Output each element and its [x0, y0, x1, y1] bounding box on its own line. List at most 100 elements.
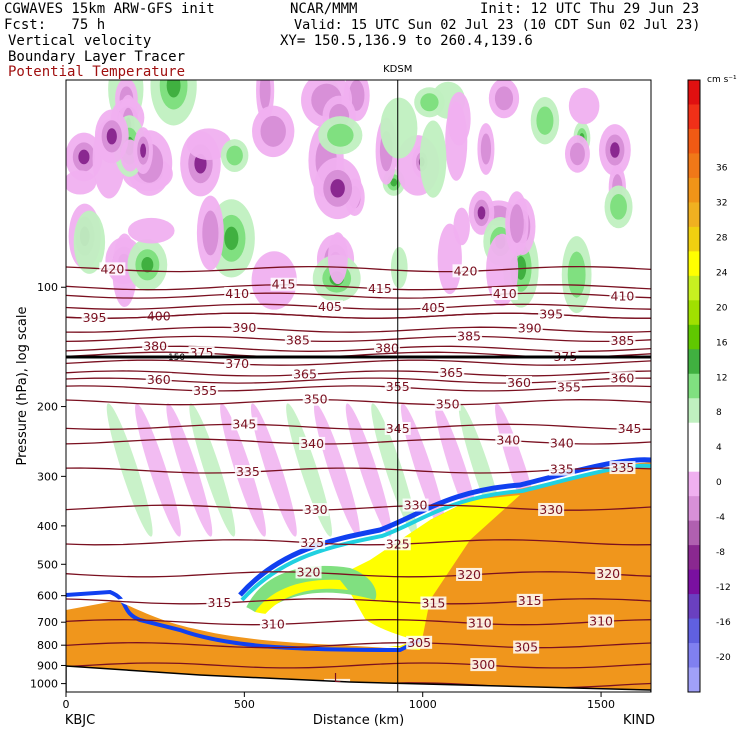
theta-label-bg — [231, 417, 258, 431]
theta-label: 355 — [193, 383, 217, 398]
theta-label: 335 — [611, 460, 635, 475]
wave-blob-core — [494, 86, 514, 111]
x-tick-label: 1500 — [587, 698, 615, 711]
theta-label: 380 — [143, 339, 167, 354]
theta-label-bg — [420, 596, 447, 610]
mid-plume — [135, 403, 181, 537]
wave-blob-core — [536, 106, 554, 135]
wave-blob-core — [327, 123, 354, 147]
y-tick-label: 300 — [37, 470, 58, 483]
wave-blob-peak — [610, 142, 620, 158]
y-tick-label: 600 — [37, 590, 58, 603]
colorbar-swatch — [688, 275, 700, 301]
theta-label-bg — [538, 307, 565, 321]
colorbar-units: cm s⁻¹ — [707, 75, 737, 85]
theta-label: 410 — [225, 286, 249, 301]
mid-plume — [166, 403, 213, 537]
bl-green-plume — [245, 565, 377, 620]
wave-blob-peak — [224, 226, 239, 251]
wave-blob — [186, 128, 232, 161]
wave-blob-core — [509, 204, 524, 244]
forecast-hour: Fcst: 75 h — [4, 17, 106, 33]
surface-low-label: L — [334, 671, 341, 685]
colorbar-swatch — [688, 594, 700, 620]
theta-label: 410 — [493, 286, 517, 301]
wave-blob — [73, 210, 106, 274]
colorbar-swatch — [688, 226, 700, 252]
colorbar-swatch — [688, 471, 700, 497]
theta-label: 405 — [318, 299, 342, 314]
wave-blob-core — [202, 210, 219, 256]
theta-line-405 — [66, 303, 651, 310]
theta-label: 410 — [611, 288, 635, 303]
theta-label: 310 — [468, 616, 492, 631]
theta-label-bg — [495, 433, 522, 447]
colorbar-swatch — [688, 324, 700, 350]
left-station-label: KBJC — [65, 713, 95, 728]
colorbar-swatch — [688, 496, 700, 522]
theta-label-bg — [270, 277, 297, 291]
theta-line-320 — [66, 571, 651, 578]
theta-label-bg — [456, 567, 483, 581]
theta-line-385 — [66, 335, 651, 343]
theta-label-bg — [452, 264, 479, 278]
colorbar-swatch — [688, 422, 700, 448]
theta-label: 335 — [550, 462, 574, 477]
wave-blob-core — [480, 133, 492, 165]
wave-blob — [453, 207, 470, 246]
valid-time: Valid: 15 UTC Sun 02 Jul 23 (10 CDT Sun … — [294, 17, 701, 33]
theta-label: 385 — [457, 328, 481, 343]
wave-blob-core — [420, 93, 439, 112]
theta-label: 320 — [457, 567, 481, 582]
colorbar-frame — [687, 79, 701, 693]
theta-label: 325 — [300, 535, 324, 550]
theta-label: 390 — [518, 321, 542, 336]
colorbar-tick-label: -16 — [716, 618, 731, 628]
colorbar-swatch — [688, 373, 700, 399]
colorbar-tick-label: -20 — [716, 653, 731, 663]
y-tick-label: 500 — [37, 558, 58, 571]
mid-plume — [189, 403, 236, 537]
theta-label: 365 — [439, 365, 463, 380]
theta-label: 330 — [304, 502, 328, 517]
theta-label-bg — [609, 289, 636, 303]
theta-label-bg — [609, 371, 636, 385]
org-label: NCAR/MMM — [290, 1, 358, 17]
theta-label-bg — [224, 356, 251, 370]
cross-section-endpoints: XY= 150.5,136.9 to 260.4,139.6 — [280, 33, 533, 49]
wave-blob — [127, 217, 175, 244]
x-tick-label: 1000 — [409, 698, 437, 711]
theta-label-bg — [299, 535, 326, 549]
wave-blob — [447, 91, 471, 146]
colorbar-tick-label: -4 — [716, 513, 725, 523]
bl-yellow-region — [340, 495, 520, 650]
mid-plume — [313, 403, 360, 537]
theta-label-bg — [316, 300, 343, 314]
theta-label-bg — [609, 334, 636, 348]
y-axis-label: Pressure (hPa), log scale — [15, 307, 30, 466]
theta-label-bg — [231, 320, 258, 334]
theta-label: 355 — [557, 380, 581, 395]
theta-label: 305 — [514, 640, 538, 655]
theta-label: 350 — [304, 392, 328, 407]
wave-blob-core — [259, 80, 271, 111]
wave-blob-peak — [140, 143, 147, 158]
theta-label-bg — [295, 565, 322, 579]
theta-label-bg — [513, 640, 540, 654]
theta-label: 330 — [539, 502, 563, 517]
theta-label-bg — [284, 333, 311, 347]
theta-label-bg — [456, 329, 483, 343]
theta-label: 315 — [518, 593, 542, 608]
colorbar-tick-label: 36 — [716, 163, 728, 173]
field-potential-temperature: Potential Temperature — [8, 64, 186, 80]
theta-label-bg — [145, 372, 172, 386]
wave-blob — [327, 232, 348, 285]
theta-label: 390 — [232, 320, 256, 335]
theta-line-355 — [66, 385, 651, 392]
theta-label: 380 — [375, 340, 399, 355]
colorbar-tick-label: 24 — [716, 268, 728, 278]
wave-blob — [380, 97, 418, 159]
theta-line-345 — [66, 423, 651, 430]
theta-line-415 — [66, 284, 651, 291]
